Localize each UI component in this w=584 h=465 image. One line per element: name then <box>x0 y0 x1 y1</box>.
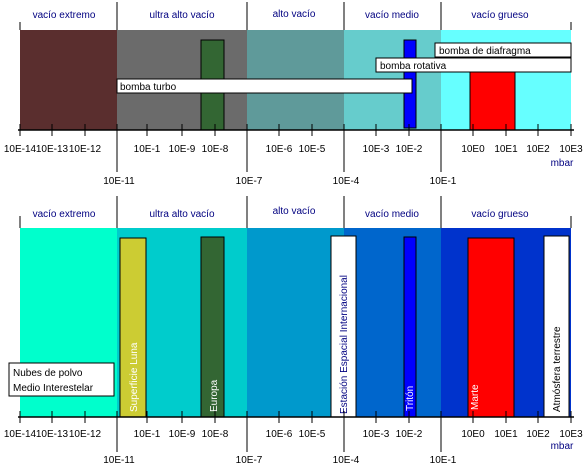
turbo-pump-label: bomba turbo <box>120 82 177 93</box>
bottom-tick-label: 10E1 <box>494 429 518 440</box>
bottom-region-label-medium: vacío medio <box>365 209 419 220</box>
top-tick-label: 10E-13 <box>36 144 69 155</box>
bottom-unit-label: mbar <box>551 441 574 452</box>
top-tick-label: 10E-12 <box>69 144 102 155</box>
top-tick-label: 10E-2 <box>396 144 423 155</box>
diaphragm-pump-label-box <box>434 42 572 58</box>
moon-surface-range-bar <box>119 237 147 418</box>
triton-label: Tritón <box>405 386 416 411</box>
bottom-region-dividers <box>19 196 572 452</box>
top-region-label-medium: vacío medio <box>365 10 419 21</box>
bottom-tick-label: 10E-14 <box>4 429 37 440</box>
bottom-region-label-extreme: vacío extremo <box>33 209 96 220</box>
top-region-label-uhv: ultra alto vacío <box>149 10 214 21</box>
top-tick-label: 10E-9 <box>169 144 196 155</box>
interstellar-medium-label: Medio Interestelar <box>13 383 94 394</box>
top-tick-label: 10E0 <box>461 144 485 155</box>
moon-surface-label: Superficie Luna <box>129 342 140 412</box>
top-unit-label: mbar <box>551 158 574 169</box>
top-boundary-label: 10E-7 <box>236 176 263 187</box>
bottom-axis-ticks <box>19 411 572 423</box>
top-axis-ticks <box>19 124 572 136</box>
bottom-tick-label: 10E-3 <box>363 429 390 440</box>
bottom-boundary-label: 10E-7 <box>236 455 263 465</box>
top-tick-label: 10E2 <box>526 144 550 155</box>
top-tick-label: 10E1 <box>494 144 518 155</box>
dust-clouds-label: Nubes de polvo <box>13 368 83 379</box>
bottom-region-label-rough: vacío grueso <box>471 209 529 220</box>
bottom-tick-label: 10E-5 <box>299 429 326 440</box>
top-tick-label: 10E-14 <box>4 144 37 155</box>
rotary-pump-label: bomba rotativa <box>380 61 447 72</box>
bottom-region-label-hv: alto vacío <box>273 206 316 217</box>
top-region-extreme <box>20 30 117 130</box>
top-boundary-label: 10E-11 <box>103 176 135 187</box>
top-region-label-extreme: vacío extremo <box>33 10 96 21</box>
bottom-boundary-label: 10E-1 <box>430 455 457 465</box>
bottom-region-label-uhv: ultra alto vacío <box>149 209 214 220</box>
bottom-region-medium <box>344 228 441 417</box>
top-tick-label: 10E-5 <box>299 144 326 155</box>
bottom-tick-label: 10E-1 <box>134 429 161 440</box>
iss-label: Estación Espacial Internacional <box>339 275 350 414</box>
diaphragm-pump-label: bomba de diafragma <box>439 46 531 57</box>
bottom-boundary-label: 10E-11 <box>103 455 135 465</box>
bottom-tick-label: 10E-2 <box>396 429 423 440</box>
earth-atmosphere-range-bar <box>543 235 570 418</box>
bottom-tick-label: 10E-12 <box>69 429 102 440</box>
iss-range-bar <box>330 235 357 418</box>
top-boundary-label: 10E-4 <box>333 176 360 187</box>
bottom-tick-label: 10E-9 <box>169 429 196 440</box>
top-region-label-rough: vacío grueso <box>471 10 529 21</box>
bottom-tick-label: 10E-13 <box>36 429 69 440</box>
bottom-tick-label: 10E3 <box>559 429 583 440</box>
top-tick-label: 10E-3 <box>363 144 390 155</box>
top-tick-label: 10E-8 <box>202 144 229 155</box>
top-region-dividers <box>19 2 572 172</box>
bottom-tick-label: 10E-8 <box>202 429 229 440</box>
bottom-tick-label: 10E0 <box>461 429 485 440</box>
top-boundary-label: 10E-1 <box>430 176 457 187</box>
dust-clouds-label-box <box>8 362 115 397</box>
bottom-tick-label: 10E-6 <box>266 429 293 440</box>
mars-label: Marte <box>470 384 481 410</box>
mars-range-bar <box>467 237 515 418</box>
turbo-pump-label-box <box>116 78 413 94</box>
bottom-boundary-label: 10E-4 <box>333 455 360 465</box>
top-tick-label: 10E-1 <box>134 144 161 155</box>
earth-atmosphere-label: Atmósfera terrestre <box>552 326 563 412</box>
top-tick-label: 10E3 <box>559 144 583 155</box>
europa-label: Europa <box>209 379 220 412</box>
bottom-panel: vacío extremo ultra alto vacío alto vací… <box>4 196 583 465</box>
bottom-tick-label: 10E2 <box>526 429 550 440</box>
top-region-label-hv: alto vacío <box>273 9 316 20</box>
top-tick-label: 10E-6 <box>266 144 293 155</box>
bottom-region-hv <box>247 228 344 417</box>
rotary-pump-label-box <box>375 57 572 73</box>
top-panel: vacío extremo ultra alto vacío alto vací… <box>4 2 583 187</box>
